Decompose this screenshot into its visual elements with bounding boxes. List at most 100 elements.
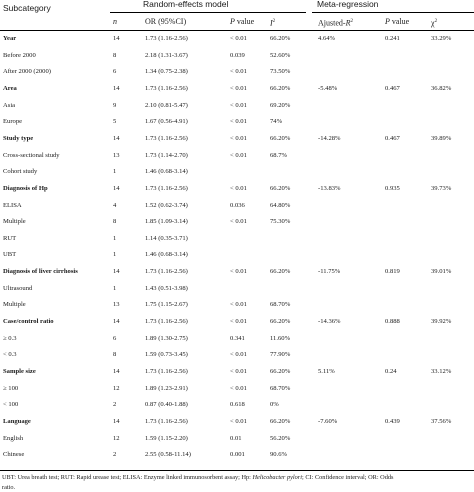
cell-p: 0.01 [230,434,242,442]
cell-p: < 0.01 [230,218,247,226]
cell-n: 6 [113,334,117,342]
cell-or: 0.87 (0.40-1.88) [145,401,188,409]
cell-i2: 66.20% [270,35,291,42]
cell-n: 13 [113,301,120,309]
cell-label: Diagnosis of liver cirrhosis [3,268,78,276]
cell-i2: 90.6% [270,451,288,459]
cell-chi: 39.73% [431,184,452,192]
col-i2: I2 [270,15,275,31]
table-row: Multiple 8 1.85 (1.09-3.14) < 0.01 75.30% [0,214,474,229]
cell-i2: 11.60% [270,334,291,342]
cell-i2: 66.20% [270,318,291,326]
cell-mp: 0.467 [385,84,400,92]
cell-label: Sample size [3,368,36,375]
table-row: Diagnosis of liver cirrhosis 14 1.73 (1.16… [0,264,474,279]
cell-n: 1 [113,251,117,259]
col-adj-italic: R [345,18,351,28]
table-row: Sample size 14 1.73 (1.16-2.56) < 0.01 66.20… [0,364,474,379]
cell-n: 8 [113,218,117,226]
cell-or: 1.34 (0.75-2.38) [145,68,188,76]
table-row: Year 14 1.73 (1.16-2.56) < 0.01 66.20% 4.64% 0… [0,31,474,46]
col-chi2: χ2 [431,15,437,31]
cell-n: 13 [113,151,120,159]
cell-p: < 0.01 [230,368,247,375]
cell-n: 9 [113,101,117,109]
cell-label: UBT [3,251,17,259]
cell-label: Multiple [3,301,26,309]
cell-mp: 0.24 [385,368,397,375]
cell-label: Language [3,417,31,425]
cell-chi: 39.89% [431,134,452,142]
cell-chi: 39.01% [431,268,452,276]
cell-i2: 68.70% [270,384,291,392]
table-row: Cohort study 1 1.46 (0.68-3.14) [0,164,474,179]
cell-n: 14 [113,184,120,192]
cell-or: 1.46 (0.68-3.14) [145,251,188,259]
cell-r2: -7.60% [318,417,338,425]
cell-label: Area [3,84,17,92]
cell-or: 1.73 (1.16-2.56) [145,318,188,326]
col-meta-p-italic: P [385,17,390,26]
cell-p: < 0.01 [230,268,247,276]
cell-n: 2 [113,401,117,409]
random-effects-header: Random-effects model [143,0,229,9]
cell-p: < 0.01 [230,68,247,76]
cell-n: 14 [113,318,120,326]
table-row: ELISA 4 1.52 (0.62-3.74) 0.036 64.80% [0,198,474,213]
cell-chi: 33.12% [431,368,452,375]
table-row: Europe 5 1.67 (0.56-4.91) < 0.01 74% [0,114,474,129]
cell-or: 1.73 (1.16-2.56) [145,184,188,192]
cell-label: Ultrasound [3,284,33,292]
cell-mp: 0.439 [385,417,400,425]
cell-label: < 100 [3,401,19,409]
col-adjusted-r2: Ajusted-R2 [318,15,353,31]
cell-i2: 66.20% [270,268,291,276]
cell-n: 14 [113,134,120,142]
table-row: Ultrasound 1 1.43 (0.51-3.98) [0,281,474,296]
cell-i2: 66.20% [270,134,291,142]
cell-n: 14 [113,84,120,92]
cell-p: < 0.01 [230,118,247,126]
header-rule-meta [312,12,474,13]
cell-or: 2.18 (1.31-3.67) [145,51,188,59]
col-chi-label: χ [431,18,435,28]
cell-n: 14 [113,368,120,375]
cell-mp: 0.467 [385,134,400,142]
cell-r2: -14.28% [318,134,341,142]
cell-p: < 0.01 [230,184,247,192]
cell-chi: 39.92% [431,318,452,326]
cell-label: After 2000 (2000) [3,68,51,76]
cell-r2: -5.48% [318,84,338,92]
cell-n: 12 [113,384,120,392]
cell-p: < 0.01 [230,417,247,425]
cell-label: RUT [3,234,17,242]
table-row: Cross-sectional study 13 1.73 (1.14-2.70) <… [0,148,474,163]
table-row: After 2000 (2000) 6 1.34 (0.75-2.38) < 0.01… [0,64,474,79]
cell-p: 0.618 [230,401,245,409]
cell-or: 1.43 (0.51-3.98) [145,284,188,292]
cell-label: Europe [3,118,23,126]
cell-label: Cross-sectional study [3,151,60,159]
cell-i2: 75.30% [270,218,291,226]
cell-p: < 0.01 [230,318,247,326]
cell-p: 0.039 [230,51,245,59]
cell-label: Case/control ratio [3,318,54,326]
cell-label: Study type [3,134,34,142]
cell-label: Multiple [3,218,26,226]
cell-i2: 66.20% [270,84,291,92]
table-row: English 12 1.59 (1.15-2.20) 0.01 56.20% [0,431,474,446]
cell-label: Diagnosis of Hp [3,184,48,192]
cell-label: Asia [3,101,16,109]
cell-i2: 68.7% [270,151,288,159]
cell-label: English [3,434,24,442]
footnote-line1-pre: UBT: Urea breath test; RUT: Rapid urease… [2,474,253,481]
cell-i2: 66.20% [270,368,291,375]
cell-p: < 0.01 [230,134,247,142]
cell-p: < 0.01 [230,101,247,109]
table-row: < 100 2 0.87 (0.40-1.88) 0.618 0% [0,397,474,412]
cell-n: 12 [113,434,120,442]
cell-p: < 0.01 [230,151,247,159]
col-adj-sup: 2 [350,19,353,24]
cell-label: < 0.3 [3,351,17,359]
